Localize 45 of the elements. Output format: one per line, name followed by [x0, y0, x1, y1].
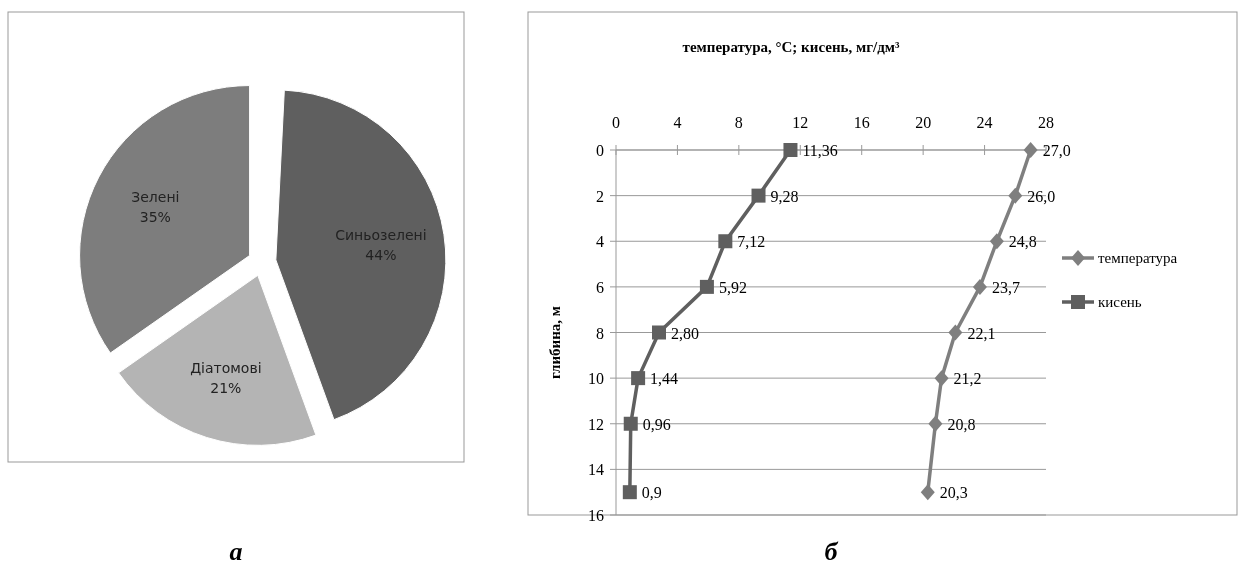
data-label: 23,7	[991, 278, 1020, 296]
data-label: 20,8	[947, 415, 976, 433]
x-tick-label: 8	[734, 114, 743, 131]
slice-label: Зелені	[131, 189, 180, 206]
slice-label: Діатомові	[190, 359, 262, 376]
data-label: 24,8	[1008, 233, 1037, 251]
x-tick-label: 28	[1038, 114, 1054, 131]
y-tick-label: 16	[588, 507, 604, 524]
data-label: 44%	[365, 247, 397, 264]
x-axis-title: температура, °С; кисень, мг/дм³	[682, 39, 900, 55]
y-tick-label: 6	[596, 278, 604, 296]
data-label: 27,0	[1042, 142, 1071, 159]
data-label: 22,1	[967, 324, 996, 342]
x-tick-label: 0	[612, 114, 620, 131]
y-tick-label: 2	[596, 187, 604, 205]
x-tick-label: 20	[915, 114, 932, 131]
y-tick-label: 4	[596, 233, 604, 251]
slice-label: Синьозелені	[335, 227, 427, 244]
x-tick-label: 16	[853, 114, 870, 131]
y-axis-title: глибина, м	[547, 305, 563, 380]
data-label: 9,28	[770, 187, 799, 205]
x-tick-label: 24	[976, 114, 993, 131]
data-label: 2,80	[671, 324, 699, 342]
text: а	[229, 537, 243, 566]
data-label: 0,9	[641, 484, 662, 502]
data-label: 7,12	[737, 233, 766, 251]
legend-label: температура	[1098, 250, 1178, 266]
data-label: 26,0	[1027, 187, 1056, 205]
x-tick-label: 12	[792, 114, 809, 131]
y-tick-label: 12	[588, 415, 604, 433]
data-label: 21,2	[953, 370, 982, 388]
data-label: 5,92	[718, 278, 747, 296]
data-label: 20,3	[939, 484, 968, 502]
data-label: 11,36	[802, 142, 838, 159]
data-label: 21%	[210, 379, 242, 396]
y-tick-label: 14	[588, 461, 604, 479]
y-tick-label: 0	[596, 142, 604, 159]
data-label: 1,44	[650, 370, 679, 388]
data-label: 35%	[139, 209, 171, 226]
x-tick-label: 4	[673, 114, 682, 131]
text: б	[824, 537, 839, 566]
y-tick-label: 10	[588, 370, 604, 388]
legend-label: кисень	[1098, 294, 1142, 310]
y-tick-label: 8	[596, 324, 604, 342]
data-label: 0,96	[642, 415, 671, 433]
